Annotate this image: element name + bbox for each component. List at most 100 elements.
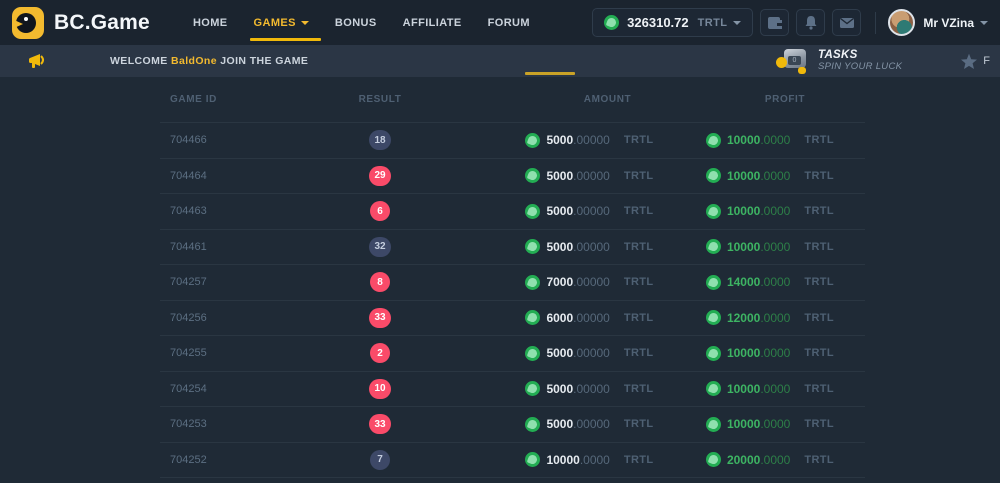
amount-cell: 5000.00000 TRTL (477, 132, 702, 148)
game-id-cell: 704252 (170, 453, 207, 466)
chevron-down-icon (980, 20, 988, 25)
profit-cell: 12000.0000 TRTL (675, 310, 865, 326)
active-nav-underline (249, 38, 321, 41)
nav-item-affiliate[interactable]: AFFILIATE (402, 16, 462, 29)
table-row[interactable]: 704464 29 5000.00000 TRTL 10000.0000 TRT… (160, 159, 865, 194)
nav-item-forum[interactable]: FORUM (487, 16, 530, 29)
result-cell: 7 (310, 449, 450, 470)
profit-cell: 20000.0000 TRTL (675, 452, 865, 468)
result-badge: 6 (370, 201, 390, 222)
profit-currency-label: TRTL (804, 382, 835, 395)
bcgame-logo-icon[interactable] (12, 6, 44, 39)
trtl-coin-icon (525, 274, 541, 290)
top-navbar: BC.Game HOME GAMES BONUS AFFILIATE FORUM… (0, 0, 1000, 45)
table-row[interactable]: 704256 33 6000.00000 TRTL 12000.0000 TRT… (160, 301, 865, 336)
trtl-coin-icon (525, 168, 541, 184)
tasks-widget[interactable]: 0 TASKS SPIN YOUR LUCK (775, 48, 902, 74)
user-name: Mr VZina (923, 15, 974, 30)
amount-cell: 5000.00000 TRTL (477, 203, 702, 219)
profit-currency-label: TRTL (804, 347, 835, 360)
trtl-coin-icon (525, 239, 541, 255)
main-nav: HOME GAMES BONUS AFFILIATE FORUM (180, 0, 543, 45)
profit-currency-label: TRTL (804, 453, 835, 466)
balance-selector[interactable]: 326310.72 TRTL (592, 8, 754, 37)
table-header-row: GAME ID RESULT AMOUNT PROFIT (160, 77, 865, 123)
table-row[interactable]: 704252 7 10000.0000 TRTL 20000.0000 TRTL (160, 443, 865, 478)
result-cell: 33 (310, 414, 450, 435)
trtl-coin-icon (705, 310, 721, 326)
table-row[interactable]: 704257 8 7000.00000 TRTL 14000.0000 TRTL (160, 265, 865, 301)
result-cell: 8 (310, 272, 450, 293)
table-row[interactable]: 704253 33 5000.00000 TRTL 10000.0000 TRT… (160, 407, 865, 443)
bell-icon (805, 16, 817, 30)
amount-cell: 10000.0000 TRTL (477, 452, 702, 468)
profit-cell: 10000.0000 TRTL (675, 132, 865, 148)
wallet-button[interactable] (760, 9, 790, 36)
logo-pacman-mouth (12, 18, 23, 29)
fairness-link[interactable]: F (960, 53, 990, 70)
table-row[interactable]: 704466 18 5000.00000 TRTL 10000.0000 TRT… (160, 123, 865, 159)
amount-cell: 5000.00000 TRTL (477, 416, 702, 432)
trtl-coin-icon (525, 310, 541, 326)
column-header-amount: AMOUNT (583, 94, 632, 105)
notifications-button[interactable] (796, 9, 826, 36)
table-row[interactable]: 704254 10 5000.00000 TRTL 10000.0000 TRT… (160, 372, 865, 407)
profit-currency-label: TRTL (804, 205, 835, 218)
star-icon (961, 53, 978, 69)
trtl-coin-icon (525, 416, 541, 432)
messages-button[interactable] (832, 9, 862, 36)
result-badge: 29 (369, 165, 391, 186)
user-menu[interactable]: Mr VZina (888, 9, 988, 36)
trtl-coin-icon (525, 452, 541, 468)
result-cell: 29 (310, 165, 450, 186)
table-body: 704466 18 5000.00000 TRTL 10000.0000 TRT… (160, 123, 865, 478)
result-badge: 2 (370, 343, 390, 364)
profit-currency-label: TRTL (804, 169, 835, 182)
chevron-down-icon (300, 20, 309, 25)
bets-table: GAME ID RESULT AMOUNT PROFIT 704466 18 5… (160, 77, 865, 478)
profit-cell: 10000.0000 TRTL (675, 416, 865, 432)
amount-currency-label: TRTL (623, 453, 654, 466)
result-badge: 10 (369, 378, 391, 399)
profit-currency-label: TRTL (804, 276, 835, 289)
nav-item-games[interactable]: GAMES (249, 0, 321, 45)
profit-currency-label: TRTL (804, 240, 835, 253)
amount-cell: 6000.00000 TRTL (477, 310, 702, 326)
trtl-coin-icon (705, 239, 721, 255)
topbar-divider (875, 11, 877, 34)
welcome-username: BaldOne (170, 55, 217, 67)
topbar-right-group: 326310.72 TRTL Mr VZina (592, 8, 988, 37)
result-cell: 2 (310, 343, 450, 364)
trtl-coin-icon (705, 345, 721, 361)
amount-currency-label: TRTL (623, 205, 654, 218)
column-header-game-id: GAME ID (170, 94, 217, 105)
brand-title[interactable]: BC.Game (54, 10, 150, 34)
trtl-coin-icon (705, 168, 721, 184)
amount-cell: 5000.00000 TRTL (477, 381, 702, 397)
trtl-coin-icon (604, 15, 620, 30)
trtl-coin-icon (705, 203, 721, 219)
game-id-cell: 704255 (170, 347, 207, 360)
amount-currency-label: TRTL (623, 418, 654, 431)
result-cell: 18 (310, 130, 450, 151)
balance-currency: TRTL (697, 16, 728, 29)
table-row[interactable]: 704255 2 5000.00000 TRTL 10000.0000 TRTL (160, 336, 865, 372)
trtl-coin-icon (705, 381, 721, 397)
nav-item-home[interactable]: HOME (192, 16, 228, 29)
column-header-profit: PROFIT (764, 94, 806, 105)
table-row[interactable]: 704461 32 5000.00000 TRTL 10000.0000 TRT… (160, 230, 865, 265)
amount-cell: 7000.00000 TRTL (477, 274, 702, 290)
table-row[interactable]: 704463 6 5000.00000 TRTL 10000.0000 TRTL (160, 194, 865, 230)
profit-cell: 10000.0000 TRTL (675, 381, 865, 397)
tasks-title: TASKS (817, 48, 858, 61)
result-badge: 32 (369, 236, 391, 257)
profit-cell: 10000.0000 TRTL (675, 203, 865, 219)
nav-item-bonus[interactable]: BONUS (334, 16, 377, 29)
wallet-icon (767, 16, 782, 29)
result-cell: 33 (310, 307, 450, 328)
result-badge: 33 (369, 414, 391, 435)
tasks-text: TASKS SPIN YOUR LUCK (818, 49, 902, 73)
trtl-coin-icon (705, 274, 721, 290)
active-tab-indicator (525, 72, 575, 75)
profit-currency-label: TRTL (804, 418, 835, 431)
